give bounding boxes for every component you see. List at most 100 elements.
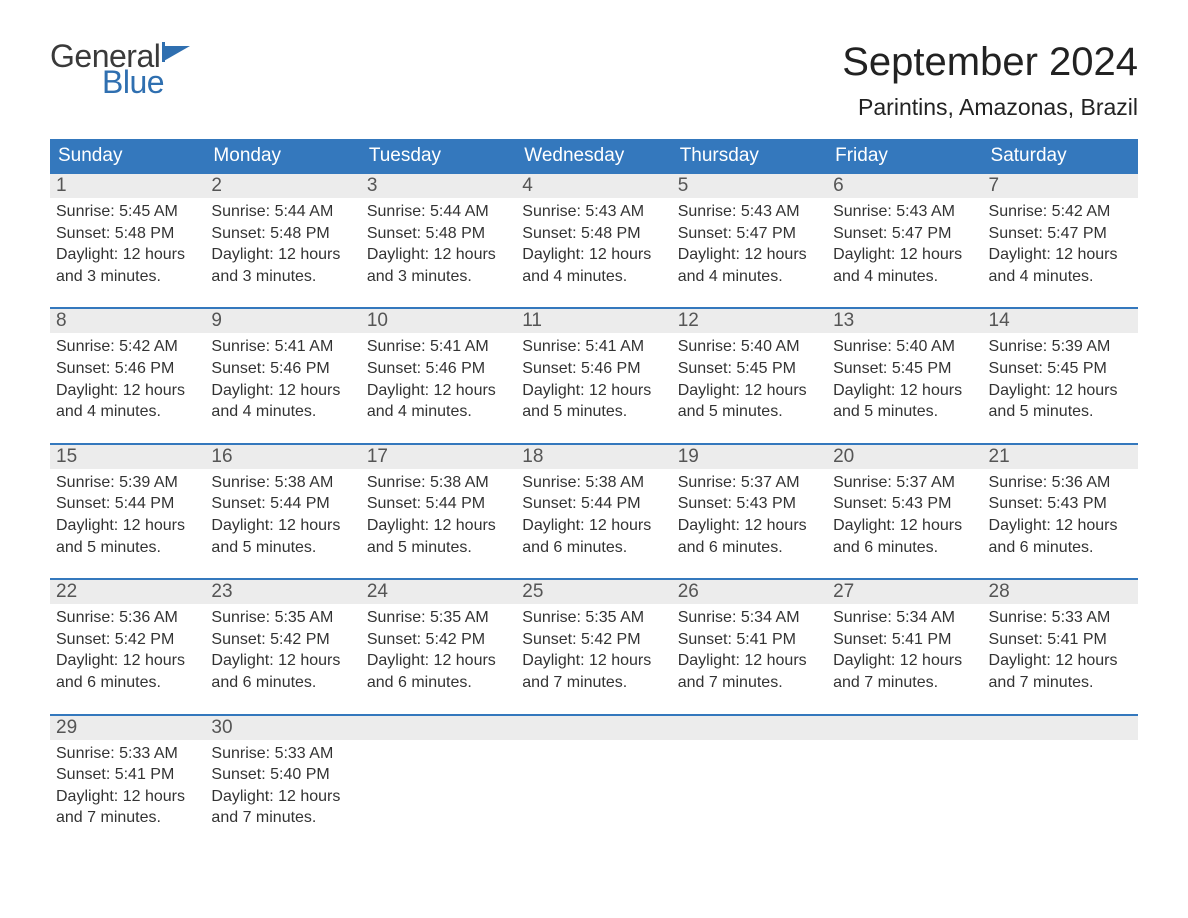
day-number: 27: [827, 580, 982, 604]
day-number: 16: [205, 445, 360, 469]
day-body: Sunrise: 5:34 AMSunset: 5:41 PMDaylight:…: [827, 604, 982, 693]
week-body-strip: Sunrise: 5:33 AMSunset: 5:41 PMDaylight:…: [50, 740, 1138, 829]
sunrise-line: Sunrise: 5:44 AM: [367, 201, 510, 223]
month-title: September 2024: [842, 40, 1138, 84]
day-body: [361, 740, 516, 829]
dow-monday: Monday: [205, 139, 360, 174]
title-block: September 2024 Parintins, Amazonas, Braz…: [842, 40, 1138, 121]
day-body: Sunrise: 5:44 AMSunset: 5:48 PMDaylight:…: [361, 198, 516, 287]
sunset-line: Sunset: 5:47 PM: [833, 223, 976, 245]
sunset-line: Sunset: 5:42 PM: [211, 629, 354, 651]
day-body: Sunrise: 5:42 AMSunset: 5:47 PMDaylight:…: [983, 198, 1138, 287]
day-body: Sunrise: 5:35 AMSunset: 5:42 PMDaylight:…: [205, 604, 360, 693]
sunset-line: Sunset: 5:48 PM: [522, 223, 665, 245]
day-number: 2: [205, 174, 360, 198]
logo-text-blue: Blue: [102, 66, 192, 98]
calendar-grid: 1234567Sunrise: 5:45 AMSunset: 5:48 PMDa…: [50, 174, 1138, 829]
sunrise-line: Sunrise: 5:35 AM: [522, 607, 665, 629]
sunrise-line: Sunrise: 5:41 AM: [367, 336, 510, 358]
daylight-line: Daylight: 12 hours and 4 minutes.: [678, 244, 821, 287]
week-body-strip: Sunrise: 5:39 AMSunset: 5:44 PMDaylight:…: [50, 469, 1138, 558]
sunset-line: Sunset: 5:42 PM: [522, 629, 665, 651]
sunrise-line: Sunrise: 5:43 AM: [833, 201, 976, 223]
sunset-line: Sunset: 5:41 PM: [833, 629, 976, 651]
day-body: Sunrise: 5:33 AMSunset: 5:41 PMDaylight:…: [50, 740, 205, 829]
day-body: Sunrise: 5:41 AMSunset: 5:46 PMDaylight:…: [361, 333, 516, 422]
logo-flag-icon: [162, 42, 192, 66]
header: General Blue September 2024 Parintins, A…: [50, 40, 1138, 121]
day-number: 13: [827, 309, 982, 333]
daylight-line: Daylight: 12 hours and 5 minutes.: [522, 380, 665, 423]
daylight-line: Daylight: 12 hours and 7 minutes.: [989, 650, 1132, 693]
daylight-line: Daylight: 12 hours and 7 minutes.: [56, 786, 199, 829]
daylight-line: Daylight: 12 hours and 4 minutes.: [367, 380, 510, 423]
dow-friday: Friday: [827, 139, 982, 174]
day-number: 25: [516, 580, 671, 604]
day-number: [983, 716, 1138, 740]
sunrise-line: Sunrise: 5:36 AM: [56, 607, 199, 629]
sunset-line: Sunset: 5:44 PM: [211, 493, 354, 515]
sunrise-line: Sunrise: 5:38 AM: [522, 472, 665, 494]
week-number-strip: 1234567: [50, 174, 1138, 198]
day-body: Sunrise: 5:35 AMSunset: 5:42 PMDaylight:…: [361, 604, 516, 693]
calendar: Sunday Monday Tuesday Wednesday Thursday…: [50, 139, 1138, 829]
day-number: 10: [361, 309, 516, 333]
day-number: 18: [516, 445, 671, 469]
daylight-line: Daylight: 12 hours and 5 minutes.: [989, 380, 1132, 423]
day-body: [983, 740, 1138, 829]
day-number: 1: [50, 174, 205, 198]
daylight-line: Daylight: 12 hours and 7 minutes.: [522, 650, 665, 693]
day-body: Sunrise: 5:33 AMSunset: 5:41 PMDaylight:…: [983, 604, 1138, 693]
sunset-line: Sunset: 5:43 PM: [833, 493, 976, 515]
daylight-line: Daylight: 12 hours and 3 minutes.: [211, 244, 354, 287]
sunrise-line: Sunrise: 5:35 AM: [367, 607, 510, 629]
day-body: [516, 740, 671, 829]
day-body: Sunrise: 5:36 AMSunset: 5:42 PMDaylight:…: [50, 604, 205, 693]
day-body: Sunrise: 5:41 AMSunset: 5:46 PMDaylight:…: [516, 333, 671, 422]
sunset-line: Sunset: 5:48 PM: [211, 223, 354, 245]
day-body: [827, 740, 982, 829]
day-body: Sunrise: 5:40 AMSunset: 5:45 PMDaylight:…: [672, 333, 827, 422]
day-body: Sunrise: 5:37 AMSunset: 5:43 PMDaylight:…: [672, 469, 827, 558]
day-number: 11: [516, 309, 671, 333]
sunrise-line: Sunrise: 5:41 AM: [211, 336, 354, 358]
daylight-line: Daylight: 12 hours and 6 minutes.: [833, 515, 976, 558]
day-number: 22: [50, 580, 205, 604]
sunrise-line: Sunrise: 5:36 AM: [989, 472, 1132, 494]
day-body: Sunrise: 5:43 AMSunset: 5:47 PMDaylight:…: [672, 198, 827, 287]
day-number: 20: [827, 445, 982, 469]
day-number: 17: [361, 445, 516, 469]
sunrise-line: Sunrise: 5:35 AM: [211, 607, 354, 629]
dow-thursday: Thursday: [672, 139, 827, 174]
week-number-strip: 2930: [50, 714, 1138, 740]
day-number: 23: [205, 580, 360, 604]
daylight-line: Daylight: 12 hours and 4 minutes.: [56, 380, 199, 423]
dow-saturday: Saturday: [983, 139, 1138, 174]
sunset-line: Sunset: 5:46 PM: [211, 358, 354, 380]
sunset-line: Sunset: 5:43 PM: [678, 493, 821, 515]
day-body: Sunrise: 5:34 AMSunset: 5:41 PMDaylight:…: [672, 604, 827, 693]
day-body: Sunrise: 5:41 AMSunset: 5:46 PMDaylight:…: [205, 333, 360, 422]
day-number: [361, 716, 516, 740]
day-number: 28: [983, 580, 1138, 604]
day-body: Sunrise: 5:39 AMSunset: 5:44 PMDaylight:…: [50, 469, 205, 558]
day-body: Sunrise: 5:33 AMSunset: 5:40 PMDaylight:…: [205, 740, 360, 829]
daylight-line: Daylight: 12 hours and 5 minutes.: [211, 515, 354, 558]
day-body: Sunrise: 5:40 AMSunset: 5:45 PMDaylight:…: [827, 333, 982, 422]
sunset-line: Sunset: 5:41 PM: [678, 629, 821, 651]
sunset-line: Sunset: 5:42 PM: [56, 629, 199, 651]
sunrise-line: Sunrise: 5:45 AM: [56, 201, 199, 223]
sunset-line: Sunset: 5:42 PM: [367, 629, 510, 651]
sunrise-line: Sunrise: 5:37 AM: [833, 472, 976, 494]
day-number: 21: [983, 445, 1138, 469]
sunrise-line: Sunrise: 5:38 AM: [211, 472, 354, 494]
daylight-line: Daylight: 12 hours and 5 minutes.: [833, 380, 976, 423]
sunset-line: Sunset: 5:48 PM: [367, 223, 510, 245]
daylight-line: Daylight: 12 hours and 4 minutes.: [522, 244, 665, 287]
day-body: [672, 740, 827, 829]
sunrise-line: Sunrise: 5:33 AM: [989, 607, 1132, 629]
daylight-line: Daylight: 12 hours and 4 minutes.: [989, 244, 1132, 287]
sunrise-line: Sunrise: 5:40 AM: [833, 336, 976, 358]
sunrise-line: Sunrise: 5:42 AM: [56, 336, 199, 358]
day-number: 4: [516, 174, 671, 198]
